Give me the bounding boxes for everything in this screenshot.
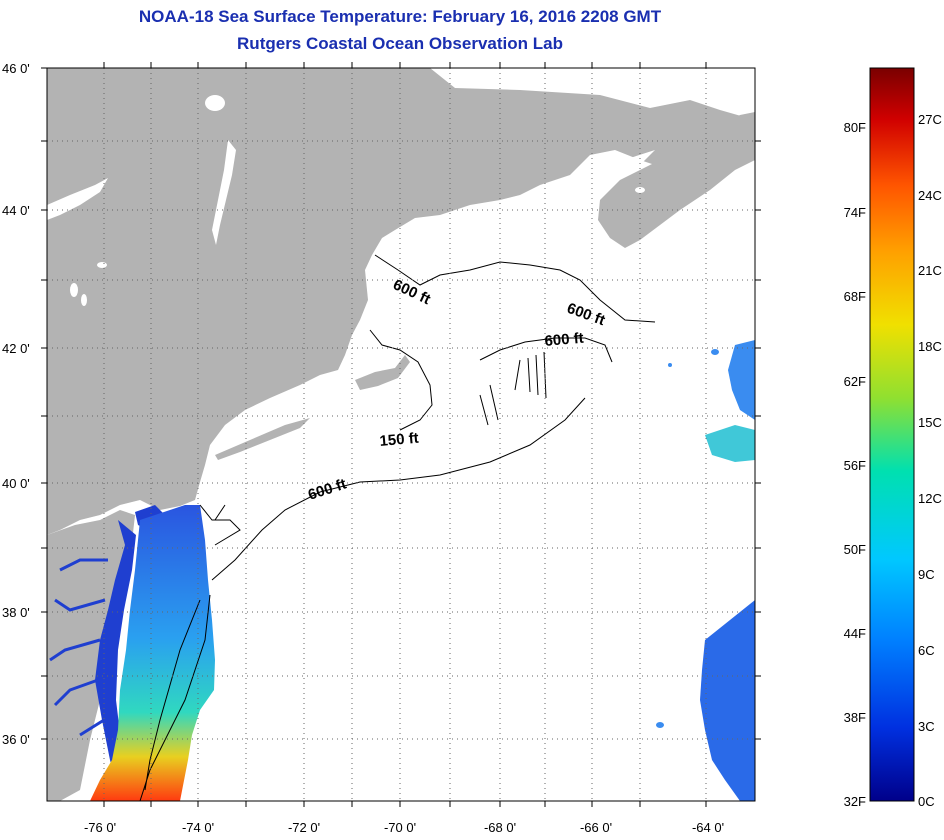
colorbar-f-label: 32F [844, 794, 866, 809]
contour-label: 150 ft [379, 430, 420, 450]
sst-speck [711, 349, 719, 355]
colorbar-f-label: 56F [844, 458, 866, 473]
land-delmarva [47, 510, 135, 801]
colorbar-c-label: 18C [918, 339, 942, 354]
axis-ticks [41, 62, 761, 807]
lake-winnipesaukee [205, 95, 225, 111]
contour-150ft [369, 329, 433, 431]
map-subtitle: Rutgers Coastal Ocean Observation Lab [237, 34, 563, 53]
lat-label: 42 0' [2, 341, 30, 356]
map-title: NOAA-18 Sea Surface Temperature: Februar… [138, 7, 662, 26]
land-cape-cod [355, 355, 410, 390]
lon-label: -64 0' [692, 820, 724, 835]
colorbar-f-label: 44F [844, 626, 866, 641]
sst-offshore-patch-north [728, 340, 755, 420]
sst-offshore-patch-south [700, 600, 755, 801]
colorbar-c-label: 27C [918, 112, 942, 127]
colorbar-c-label: 3C [918, 719, 935, 734]
contour-600ft-gulf-maine [374, 254, 656, 323]
lake-small [70, 283, 78, 297]
lake-small [635, 187, 645, 193]
colorbar-c-label: 12C [918, 491, 942, 506]
colorbar [869, 67, 915, 802]
lon-label: -68 0' [484, 820, 516, 835]
lake-small [81, 294, 87, 306]
contour-georges-north [479, 337, 613, 363]
sst-coastal-swath [90, 505, 215, 801]
colorbar-c-label: 0C [918, 794, 935, 809]
colorbar-c-label: 24C [918, 188, 942, 203]
colorbar-f-label: 80F [844, 120, 866, 135]
contour-georges-ribs [479, 351, 547, 426]
lon-label: -72 0' [288, 820, 320, 835]
bay-of-fundy [575, 150, 655, 195]
lat-label: 40 0' [2, 476, 30, 491]
sst-offshore-patch-mid [705, 425, 755, 462]
sst-speck [668, 363, 672, 367]
lon-label: -74 0' [182, 820, 214, 835]
contour-coast-shelf [139, 594, 211, 801]
lat-label: 46 0' [2, 61, 30, 76]
contour-shelf-inner [199, 504, 241, 546]
colorbar-f-label: 38F [844, 710, 866, 725]
colorbar-f-label: 68F [844, 289, 866, 304]
lon-label: -76 0' [84, 820, 116, 835]
colorbar-c-label: 15C [918, 415, 942, 430]
colorbar-f-label: 50F [844, 542, 866, 557]
lake-champlain [212, 140, 236, 245]
land-nova-scotia [598, 112, 755, 248]
contour-shelf-600ft [211, 397, 586, 581]
sst-speck [656, 722, 664, 728]
grid [47, 68, 755, 801]
lat-label: 36 0' [2, 732, 30, 747]
land-long-island [215, 418, 310, 460]
colorbar-c-label: 9C [918, 567, 935, 582]
colorbar-f-label: 62F [844, 374, 866, 389]
colorbar-c-label: 21C [918, 263, 942, 278]
lon-label: -66 0' [580, 820, 612, 835]
map-frame [46, 67, 756, 802]
contour-label: 600 ft [544, 330, 585, 350]
colorbar-c-label: 6C [918, 643, 935, 658]
lake-small [97, 262, 107, 268]
chesapeake-bay [95, 520, 136, 790]
chesapeake-tributaries [49, 558, 108, 737]
lat-label: 38 0' [2, 605, 30, 620]
lat-label: 44 0' [2, 203, 30, 218]
colorbar-f-label: 74F [844, 205, 866, 220]
lon-label: -70 0' [384, 820, 416, 835]
